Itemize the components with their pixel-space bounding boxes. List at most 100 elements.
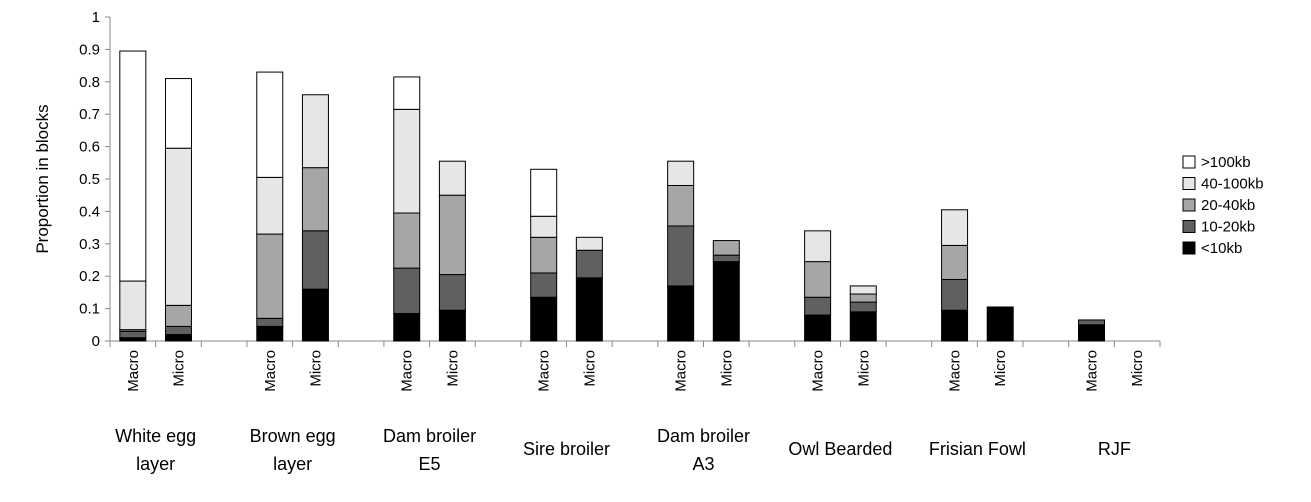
bar-segment: [164, 334, 192, 342]
bar-segment: [941, 244, 969, 280]
y-tick-label: 0.4: [79, 203, 100, 220]
group-label: layer: [136, 454, 175, 474]
y-tick-label: 0.7: [79, 106, 100, 123]
bar-segment: [804, 314, 832, 342]
bar-segment: [804, 230, 832, 263]
x-tick-label: Micro: [581, 350, 598, 387]
bar-segment: [1078, 319, 1106, 326]
legend-swatch: [1182, 177, 1196, 190]
bar-segment: [804, 261, 832, 298]
bar-segment: [712, 254, 740, 263]
bar-segment: [164, 147, 192, 306]
bar-segment: [986, 306, 1014, 342]
x-tick-label: Micro: [718, 350, 735, 387]
group-label: A3: [692, 454, 714, 474]
bar-segment: [256, 233, 284, 319]
bar-segment: [849, 293, 877, 303]
x-tick-label: Micro: [307, 350, 324, 387]
bar-segment: [667, 184, 695, 227]
group-label: Dam broiler: [383, 426, 476, 446]
bar-segment: [530, 236, 558, 274]
x-tick-label: Micro: [855, 350, 872, 387]
group-label: RJF: [1098, 439, 1131, 459]
y-tick-label: 0.5: [79, 171, 100, 188]
bar-segment: [849, 301, 877, 313]
bar-segment: [941, 309, 969, 342]
y-axis-label: Proportion in blocks: [33, 104, 52, 253]
bar-segment: [712, 261, 740, 342]
y-tick-label: 1: [92, 9, 100, 26]
bar-segment: [849, 311, 877, 342]
bar-segment: [164, 304, 192, 327]
bar-segment: [256, 71, 284, 178]
y-tick-label: 0: [92, 333, 100, 350]
x-tick-label: Micro: [1129, 350, 1146, 387]
bar-segment: [575, 249, 603, 279]
bar-segment: [575, 236, 603, 251]
y-tick-label: 0.8: [79, 74, 100, 91]
bar-segment: [119, 330, 147, 339]
bar-segment: [575, 277, 603, 342]
bar-segment: [712, 240, 740, 256]
x-tick-label: Macro: [810, 350, 827, 392]
bar-segment: [393, 312, 421, 342]
x-tick-label: Macro: [673, 350, 690, 392]
bar-segment: [438, 309, 466, 342]
group-label: Frisian Fowl: [929, 439, 1026, 459]
y-tick-label: 0.6: [79, 139, 100, 156]
bar-segment: [438, 160, 466, 196]
x-tick-label: Macro: [536, 350, 553, 392]
legend-label: <10kb: [1201, 240, 1242, 257]
legend-swatch: [1182, 198, 1196, 212]
bar-segment: [667, 285, 695, 342]
bar-segment: [530, 296, 558, 342]
bar-segment: [393, 267, 421, 314]
group-label: Dam broiler: [657, 426, 750, 446]
y-tick-label: 0.1: [79, 301, 100, 318]
bar-segment: [301, 167, 329, 232]
bar-segment: [804, 296, 832, 316]
bar-segment: [393, 108, 421, 214]
bar-segment: [438, 194, 466, 276]
bar-segment: [164, 325, 192, 336]
group-label: Brown egg: [250, 426, 336, 446]
x-tick-label: Macro: [1084, 350, 1101, 392]
bar-segment: [393, 76, 421, 110]
bar-segment: [164, 78, 192, 149]
bar-segment: [301, 230, 329, 290]
legend-swatch: [1182, 241, 1196, 255]
legend-label: 20-40kb: [1201, 197, 1255, 214]
bar-segment: [119, 50, 147, 282]
bar-segment: [1078, 324, 1106, 342]
bar-segment: [301, 288, 329, 342]
bar-segment: [849, 285, 877, 295]
bar-segment: [393, 212, 421, 269]
x-tick-label: Macro: [125, 350, 142, 392]
group-label: Owl Bearded: [788, 439, 892, 459]
bar-segment: [667, 160, 695, 186]
bar-segment: [301, 94, 329, 169]
bar-segment: [256, 176, 284, 235]
bar-segment: [941, 278, 969, 311]
group-label: White egg: [115, 426, 196, 446]
bar-segment: [256, 325, 284, 342]
bar-segment: [530, 215, 558, 238]
bar-segment: [438, 274, 466, 311]
group-label: Sire broiler: [523, 439, 610, 459]
legend-swatch: [1182, 155, 1196, 169]
x-tick-label: Macro: [262, 350, 279, 392]
x-tick-label: Micro: [444, 350, 461, 387]
bar-segment: [256, 317, 284, 327]
x-tick-label: Macro: [399, 350, 416, 392]
bar-segment: [941, 209, 969, 246]
x-tick-label: Macro: [947, 350, 964, 392]
legend-label: >100kb: [1201, 154, 1251, 171]
y-tick-label: 0.2: [79, 268, 100, 285]
x-tick-label: Micro: [992, 350, 1009, 387]
bar-segment: [530, 272, 558, 298]
legend-label: 40-100kb: [1201, 176, 1264, 193]
group-label: layer: [273, 454, 312, 474]
legend-label: 10-20kb: [1201, 219, 1255, 236]
y-tick-label: 0.3: [79, 236, 100, 253]
